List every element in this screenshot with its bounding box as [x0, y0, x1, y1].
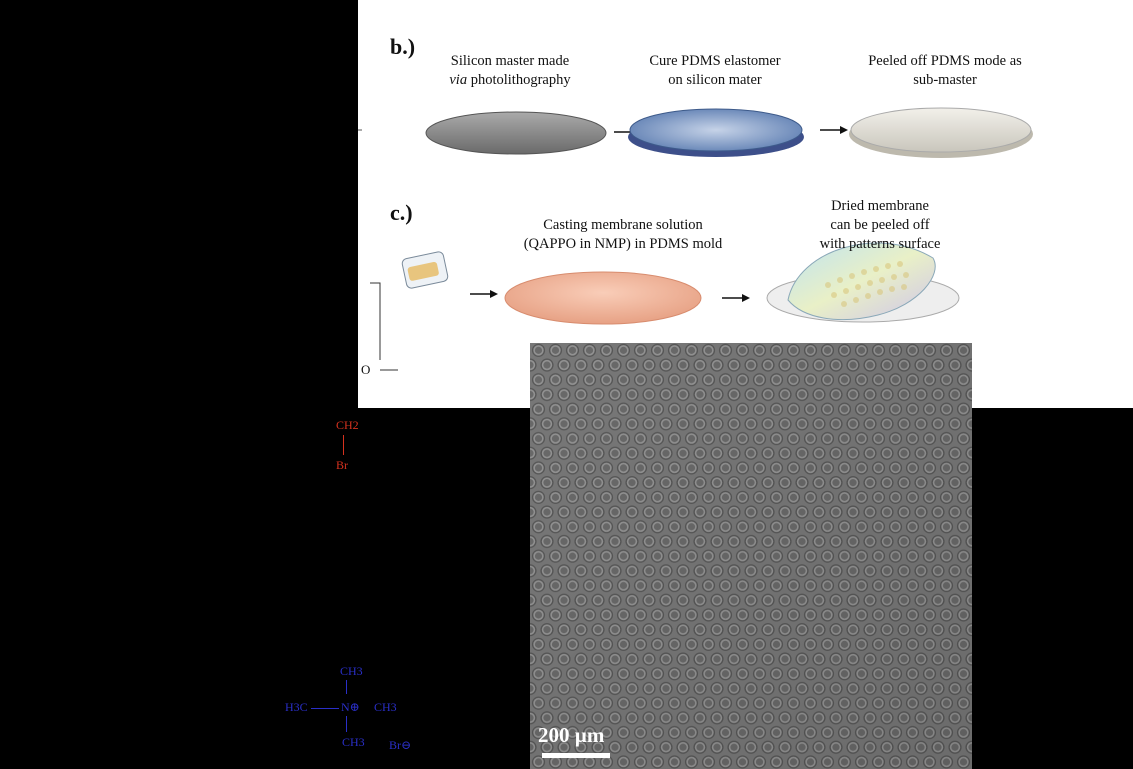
methyl-top: CH3	[340, 664, 363, 678]
panel-b-label: b.)	[390, 34, 416, 59]
methyl-bottom: CH3	[342, 735, 365, 749]
ch2-group: CH2	[336, 418, 359, 432]
bond-line	[343, 435, 344, 455]
schematic-panel	[358, 0, 1133, 408]
step-b1-line2-rest: photolithography	[467, 72, 571, 88]
membrane-in-mold	[504, 271, 702, 325]
step-c1-line2: (QAPPO in NMP) in PDMS mold	[523, 236, 723, 252]
methyl-left: H3C	[285, 700, 308, 714]
panel-c-label: c.)	[390, 200, 413, 225]
micrograph-image	[530, 343, 972, 769]
step-b2-caption: Cure PDMS elastomer on silicon mater	[635, 52, 795, 90]
step-b1-line1: Silicon master made	[450, 53, 570, 69]
bond-line	[346, 680, 347, 694]
step-c2-caption: Dried membrane can be peeled off with pa…	[790, 197, 970, 254]
polymer-bracket	[370, 282, 381, 360]
scale-bar-label: 200 µm	[538, 723, 605, 747]
step-b3-line2: sub-master	[913, 72, 977, 88]
scale-bar	[542, 753, 610, 758]
bond-line	[311, 708, 339, 709]
membrane-pattern	[825, 261, 909, 307]
pdms-on-silicon-disk	[629, 108, 803, 152]
vial-icon	[401, 251, 449, 289]
membrane-micrograph	[530, 343, 972, 769]
silicon-master-disk	[425, 111, 607, 155]
step-b1-caption: Silicon master made via photolithography	[420, 52, 600, 90]
schematic-graphics	[358, 107, 1033, 371]
methyl-right: CH3	[374, 700, 397, 714]
arrow-right-icon	[470, 290, 498, 298]
quaternary-nitrogen: N⊕	[341, 700, 360, 714]
step-b2-line1: Cure PDMS elastomer	[649, 53, 781, 69]
oxygen-atom: O	[361, 362, 371, 377]
step-c2-line3: with patterns surface	[819, 236, 941, 252]
step-c1-caption: Casting membrane solution (QAPPO in NMP)…	[508, 216, 738, 254]
step-b1-line2: via photolithography	[420, 71, 600, 90]
bromine-atom: Br	[336, 458, 348, 472]
bromide-ion: Br⊖	[389, 738, 412, 752]
step-c1-line1: Casting membrane solution	[543, 217, 703, 233]
sub-master-disk	[850, 107, 1032, 153]
step-c2-line2: can be peeled off	[830, 217, 930, 233]
arrow-right-icon	[820, 126, 848, 134]
step-b3-line1: Peeled off PDMS mode as	[868, 53, 1022, 69]
bond-line	[346, 716, 347, 732]
step-b2-line2: on silicon mater	[668, 72, 762, 88]
step-c2-line1: Dried membrane	[831, 198, 929, 214]
step-b3-caption: Peeled off PDMS mode as sub-master	[840, 52, 1050, 90]
step-b1-via: via	[449, 72, 468, 88]
arrow-right-icon	[722, 294, 750, 302]
